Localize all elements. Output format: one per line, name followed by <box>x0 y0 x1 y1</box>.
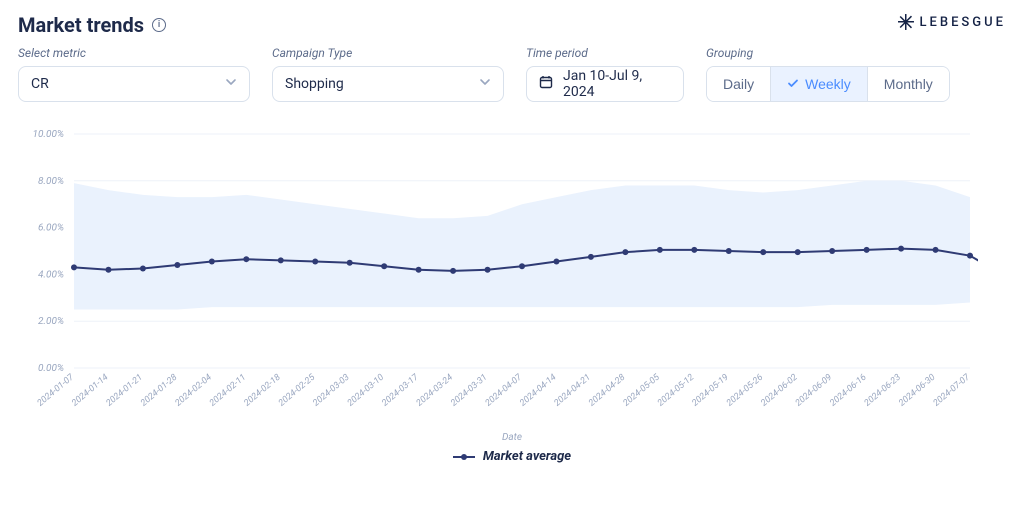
brand-text: LEBESGUE <box>920 15 1007 30</box>
metric-select[interactable]: CR <box>18 66 250 102</box>
svg-text:2024-01-07: 2024-01-07 <box>36 372 77 409</box>
svg-text:10.00%: 10.00% <box>33 129 64 140</box>
chevron-down-icon <box>225 76 237 92</box>
svg-text:2024-01-14: 2024-01-14 <box>70 373 110 409</box>
svg-text:2024-02-04: 2024-02-04 <box>174 373 214 409</box>
period-value: Jan 10-Jul 9, 2024 <box>563 68 671 100</box>
svg-text:2024-03-03: 2024-03-03 <box>311 373 351 409</box>
chart-container: 0.00% 2.00% 4.00% 6.00% 8.00% 10.00% 2024-01-0… <box>18 126 1006 464</box>
grouping-option-label: Daily <box>723 76 754 92</box>
svg-text:2024-05-26: 2024-05-26 <box>725 373 765 409</box>
svg-text:2024-04-28: 2024-04-28 <box>587 373 627 409</box>
svg-text:2024-05-12: 2024-05-12 <box>656 373 696 409</box>
grouping-option-weekly[interactable]: Weekly <box>770 67 867 101</box>
svg-text:0.00%: 0.00% <box>38 363 64 374</box>
grouping-segmented: Daily Weekly Monthly <box>706 66 950 102</box>
svg-text:2024-04-21: 2024-04-21 <box>553 373 593 409</box>
svg-text:2024-03-24: 2024-03-24 <box>415 373 455 409</box>
grouping-option-daily[interactable]: Daily <box>707 67 770 101</box>
svg-text:2024-02-25: 2024-02-25 <box>277 373 317 409</box>
calendar-icon <box>539 75 553 93</box>
svg-text:2024-06-02: 2024-06-02 <box>759 373 799 409</box>
svg-text:2024-06-23: 2024-06-23 <box>863 373 903 409</box>
period-label: Time period <box>526 46 684 60</box>
svg-text:2024-05-05: 2024-05-05 <box>622 373 662 409</box>
legend-marker-icon <box>453 452 475 462</box>
svg-text:2024-07-07: 2024-07-07 <box>932 372 973 409</box>
brand-logo-wrap: LEBESGUE <box>898 14 1007 30</box>
filters-row: Select metric CR Campaign Type Shopping … <box>18 46 1006 102</box>
svg-text:2024-06-09: 2024-06-09 <box>794 373 834 409</box>
svg-text:2024-02-11: 2024-02-11 <box>208 373 248 409</box>
page-title: Market trends <box>18 14 144 36</box>
info-icon[interactable]: i <box>152 18 166 32</box>
svg-text:2024-03-31: 2024-03-31 <box>449 373 489 409</box>
svg-text:6.00%: 6.00% <box>38 223 64 234</box>
metric-label: Select metric <box>18 46 250 60</box>
svg-text:2.00%: 2.00% <box>38 316 64 327</box>
period-button[interactable]: Jan 10-Jul 9, 2024 <box>526 66 684 102</box>
svg-text:2024-01-21: 2024-01-21 <box>105 373 145 409</box>
svg-text:2024-06-16: 2024-06-16 <box>828 373 868 409</box>
svg-text:2024-05-19: 2024-05-19 <box>691 373 731 409</box>
x-axis-label: Date <box>18 432 1006 443</box>
campaign-value: Shopping <box>285 76 344 92</box>
chevron-down-icon <box>479 76 491 92</box>
grouping-label: Grouping <box>706 46 950 60</box>
campaign-label: Campaign Type <box>272 46 504 60</box>
market-trend-chart: 0.00% 2.00% 4.00% 6.00% 8.00% 10.00% 2024-01-0… <box>18 126 978 426</box>
svg-text:4.00%: 4.00% <box>38 269 64 280</box>
legend-label: Market average <box>483 449 571 464</box>
svg-text:8.00%: 8.00% <box>38 176 64 187</box>
grouping-option-label: Weekly <box>805 76 851 92</box>
metric-value: CR <box>31 76 49 92</box>
chart-legend: Market average <box>18 449 1006 464</box>
grouping-option-monthly[interactable]: Monthly <box>867 67 949 101</box>
svg-text:2024-02-18: 2024-02-18 <box>243 373 283 409</box>
grouping-option-label: Monthly <box>884 76 933 92</box>
svg-text:2024-06-30: 2024-06-30 <box>897 373 937 409</box>
svg-text:2024-03-10: 2024-03-10 <box>346 373 386 409</box>
svg-text:2024-04-14: 2024-04-14 <box>518 373 558 409</box>
check-icon <box>787 76 799 92</box>
svg-text:2024-01-28: 2024-01-28 <box>139 373 179 409</box>
svg-text:2024-03-17: 2024-03-17 <box>380 372 421 409</box>
svg-text:2024-04-07: 2024-04-07 <box>484 372 525 409</box>
campaign-select[interactable]: Shopping <box>272 66 504 102</box>
brand-icon <box>898 14 914 30</box>
